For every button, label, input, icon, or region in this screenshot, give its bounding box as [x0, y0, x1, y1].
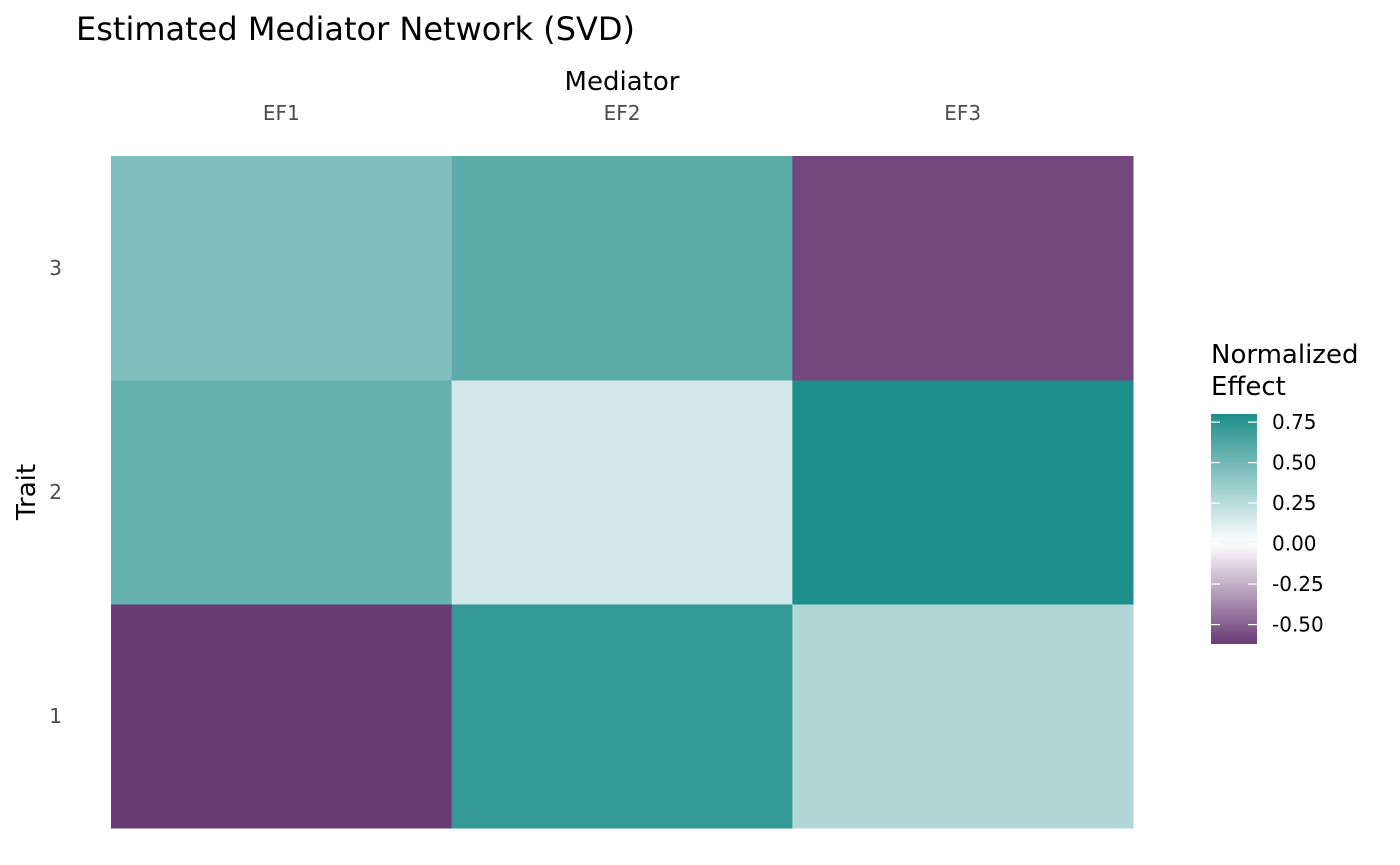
y-axis-title: Trait [12, 464, 42, 521]
legend-tick: 0.00 [1211, 532, 1317, 556]
y-tick-label-3: 3 [49, 256, 62, 280]
heatmap-cell-ef2-trait-1 [451, 604, 793, 829]
heatmap-cell-ef2-trait-3 [451, 156, 793, 381]
y-tick-labels: 1 2 3 [49, 256, 62, 728]
x-tick-label-ef2: EF2 [604, 101, 641, 125]
heatmap-cell-ef3-trait-1 [792, 604, 1134, 829]
legend-tick-label: -0.50 [1272, 613, 1324, 637]
legend-tick: 0.75 [1211, 410, 1317, 434]
legend-tick-label: 0.75 [1272, 410, 1317, 434]
heatmap-cell-ef3-trait-3 [792, 156, 1134, 381]
heatmap-cell-ef1-trait-3 [111, 156, 453, 381]
legend-title-line-1: Normalized [1211, 340, 1358, 370]
legend-tick: 0.50 [1211, 451, 1317, 475]
legend-ticks: 0.75 0.50 0.25 0.00 -0.25 -0.50 [1211, 410, 1324, 637]
legend-tick: 0.25 [1211, 491, 1317, 515]
x-tick-label-ef1: EF1 [263, 101, 300, 125]
x-axis-title: Mediator [565, 67, 680, 97]
legend-color-bar [1211, 414, 1257, 644]
heatmap-cells [111, 156, 1134, 829]
heatmap-cell-ef2-trait-2 [451, 380, 793, 605]
y-tick-label-2: 2 [49, 480, 62, 504]
heatmap-cell-ef1-trait-2 [111, 380, 453, 605]
legend-tick-label: 0.25 [1272, 491, 1317, 515]
legend-tick-label: 0.50 [1272, 451, 1317, 475]
color-legend: Normalized Effect 0.75 0.50 0.25 0.00 -0.25 -… [1211, 340, 1358, 644]
x-tick-label-ef3: EF3 [944, 101, 981, 125]
legend-tick: -0.25 [1211, 572, 1324, 596]
legend-tick: -0.50 [1211, 613, 1324, 637]
heatmap-cell-ef1-trait-1 [111, 604, 453, 829]
chart-title: Estimated Mediator Network (SVD) [76, 10, 635, 48]
legend-title-line-2: Effect [1211, 372, 1286, 402]
legend-tick-label: -0.25 [1272, 572, 1324, 596]
heatmap-cell-ef3-trait-2 [792, 380, 1134, 605]
y-tick-label-1: 1 [49, 704, 62, 728]
legend-tick-label: 0.00 [1272, 532, 1317, 556]
x-tick-labels: EF1 EF2 EF3 [263, 101, 981, 125]
